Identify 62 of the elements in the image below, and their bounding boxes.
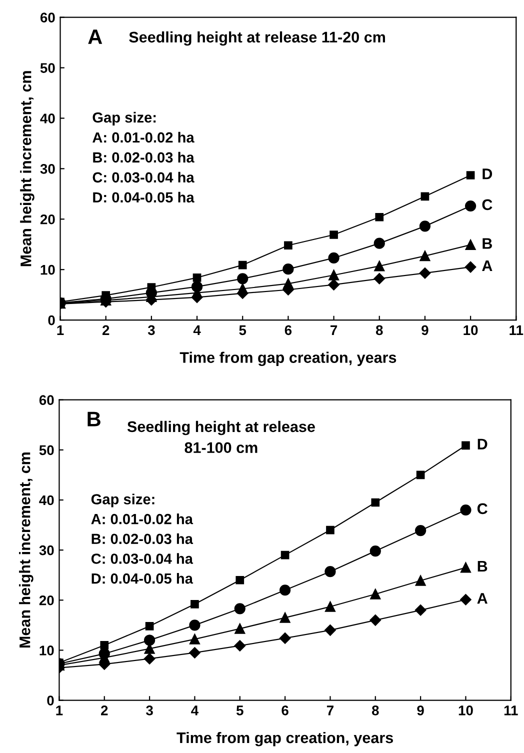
y-axis-title: Mean height increment, cm [19,452,34,648]
x-tick-label: 3 [146,706,153,716]
y-tick-label: 60 [39,395,54,406]
y-tick-label: 30 [40,164,55,174]
y-tick-label: 40 [40,114,55,124]
series-label: B [478,561,488,572]
x-tick-label: 10 [458,706,473,716]
series-label: D [478,438,488,450]
x-tick-label: 11 [504,706,518,716]
series-label: A [482,260,492,271]
annotation: B [88,412,100,426]
x-tick-label: 3 [148,325,155,336]
x-tick-label: 4 [191,706,199,716]
x-axis-title: Time from gap creation, years [180,352,396,366]
x-tick-label: 2 [101,706,108,716]
y-tick-label: 0 [48,315,55,326]
series-label: C [482,199,492,210]
x-tick-label: 5 [239,325,246,336]
y-tick-label: 50 [39,445,54,456]
x-axis-title: Time from gap creation, years [176,732,393,746]
annotation: A: 0.01-0.02 ha [91,514,194,524]
x-tick-label: 1 [57,325,64,335]
x-tick-label: 11 [510,325,524,335]
y-tick-label: 40 [39,495,54,506]
series-label: B [482,238,492,249]
series-label: A [477,593,488,604]
x-tick-label: 7 [326,706,334,716]
annotation: Gap size: [91,494,154,508]
y-tick-label: 30 [39,545,54,556]
y-tick-label: 50 [40,63,55,73]
x-tick-label: 1 [56,706,63,716]
y-tick-label: 0 [47,696,54,706]
x-tick-label: 6 [282,706,288,716]
x-tick-label: 9 [422,325,428,336]
x-tick-label: 9 [417,706,424,716]
x-tick-label: 4 [193,325,201,335]
y-tick-label: 20 [40,214,55,224]
x-tick-label: 10 [464,325,478,336]
x-tick-label: 6 [284,325,292,336]
y-axis-title: Mean height increment, cm [20,71,34,266]
annotation: A [88,30,102,44]
annotation: B: 0.02-0.03 ha [93,152,194,163]
y-tick-label: 60 [40,12,55,22]
y-tick-label: 10 [40,264,55,275]
annotation: B: 0.02-0.03 ha [92,533,194,544]
x-tick-label: 7 [330,325,338,335]
annotation: C: 0.03-0.04 ha [91,553,194,564]
annotation: D: 0.04-0.05 ha [93,192,194,203]
series-label: D [482,168,492,180]
annotation: C: 0.03-0.04 ha [92,172,194,183]
x-tick-label: 8 [376,325,383,336]
x-tick-label: 5 [236,706,244,716]
text: Seedling height at release 81-100 cm [127,420,315,454]
annotation: Gap size: [92,112,156,126]
annotation: D: 0.04-0.05 ha [92,573,194,584]
x-tick-label: 2 [102,325,110,335]
y-tick-label: 10 [40,646,54,656]
annotation: A: 0.01-0.02 ha [92,132,194,143]
text: Seedling height at release 11-20 cm [129,31,385,46]
series-label: C [477,503,488,514]
y-tick-label: 20 [39,595,54,606]
x-tick-label: 8 [372,706,379,716]
